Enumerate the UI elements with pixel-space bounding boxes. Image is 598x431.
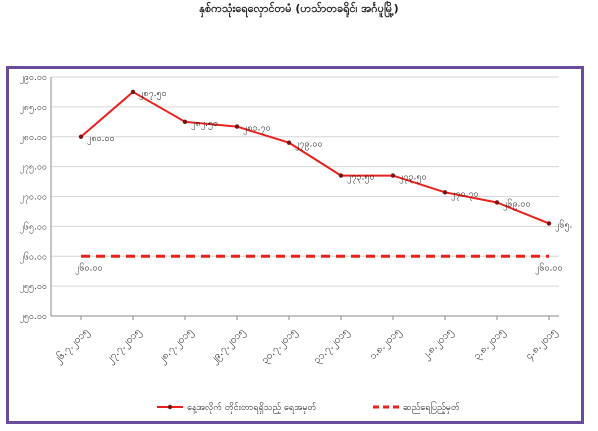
water-level-line [80, 90, 550, 225]
data-point [234, 124, 240, 129]
chart-frame: ၂၅၀.၀၀ ၂၅၅.၀၀ ၂၆၀.၀၀ ၂၆၅.၀၀ ၂၇၀.၀၀ ၂၇၅.၀၀ ၂၈၀.… [6, 66, 584, 424]
series [78, 89, 552, 258]
data-label: ၂၇၉.၀၀ [295, 140, 323, 151]
data-label: ၂၈၇.၅၀ [139, 89, 167, 100]
y-tick-labels: ၂၅၀.၀၀ ၂၅၅.၀၀ ၂၆၀.၀၀ ၂၆၅.၀၀ ၂၇၀.၀၀ ၂၇၅.၀၀ ၂၈၀.… [19, 73, 47, 323]
data-label: ၂၈၂.၅၀ [191, 119, 218, 130]
legend-marker [167, 404, 173, 410]
axes [50, 77, 559, 320]
x-tick-label: ၄.၈.၂၀၁၅ [523, 326, 560, 363]
x-tick-label: ၃၁.၇.၂၀၁၅ [312, 326, 353, 367]
x-tick-label: ၂၈.၇.၂၀၁၅ [156, 326, 197, 367]
x-tick-label: ၂၉.၇.၂၀၁၅ [208, 326, 249, 367]
data-label: ၂၇၃.၅၀ [399, 173, 427, 184]
y-tick-label: ၂၆၅.၀၀ [19, 221, 47, 233]
line-chart: ၂၅၀.၀၀ ၂၅၅.၀၀ ၂၆၀.၀၀ ၂၆၅.၀၀ ၂၇၀.၀၀ ၂၇၅.၀၀ ၂၈၀.… [19, 73, 572, 414]
data-label: ၂၇၃.၅၀ [347, 173, 375, 184]
y-tick-label: ၂၇၅.၀၀ [19, 163, 47, 174]
data-label: ၂၆၀.၀၀ [535, 262, 563, 274]
data-label: ၂၆၉.၀၀ [503, 198, 531, 210]
data-label: ၂၇၀.၇၀ [451, 189, 479, 200]
x-tick-label: ၃၀.၇.၂၀၁၅ [260, 326, 301, 367]
data-point [494, 200, 500, 205]
x-tick-labels: ၂၆.၇.၂၀၁၅ ၂၇.၇.၂၀၁၅ ၂၈.၇.၂၀၁၅ ၂၉.၇.၂၀၁၅ ၃၀.၇… [51, 325, 561, 367]
data-point [442, 190, 448, 195]
data-label: ၂၆၀.၀၀ [75, 262, 103, 274]
y-tick-label: ၂၅၀.၀၀ [19, 312, 47, 323]
data-point [130, 89, 136, 95]
grid-lines [51, 76, 559, 317]
x-tick-label: ၂၆.၇.၂၀၁၅ [51, 325, 93, 367]
data-point [286, 140, 292, 145]
x-tick-label: ၂၇.၇.၂၀၁၅ [104, 326, 145, 367]
legend-entry: နေ့အလိုက် တိုင်းတာရရှိသည့် ရေအမှတ် [187, 402, 317, 414]
y-tick-label: ၂၇၀.၀၀ [19, 193, 47, 204]
x-tick-label: ၂.၈.၂၀၁၅ [420, 326, 457, 363]
data-point [182, 119, 188, 125]
y-tick-label: ၂၆၀.၀၀ [19, 251, 47, 263]
x-tick-label: ၃.၈.၂၀၁၅ [471, 326, 508, 363]
x-tick-label: ၁.၈.၂၀၁၅ [367, 326, 404, 363]
legend: နေ့အလိုက် တိုင်းတာရရှိသည့် ရေအမှတ် ဆည်ရေပ… [157, 401, 460, 414]
data-point [390, 173, 396, 178]
data-label: ၂၈၀.၀၀ [87, 134, 115, 145]
y-tick-label: ၂၈၅.၀၀ [19, 103, 47, 114]
data-point [338, 173, 344, 178]
y-tick-label: ၂၅၅.၀၀ [19, 282, 47, 293]
data-point [546, 221, 552, 226]
y-tick-label: ၂၉၀.၀၀ [19, 73, 47, 84]
legend-entry: ဆည်ရေပြည့်မှတ် [403, 401, 460, 414]
data-label: ၂၈၁.၇၀ [243, 124, 271, 135]
y-tick-label: ၂၈၀.၀၀ [19, 133, 47, 144]
data-label: ၂၆၅. [555, 219, 572, 231]
data-point [78, 134, 84, 139]
chart-title: နှစ်ကသုံးရေလှောင်တမံ (ဟသ်ာတခရိုင်၊ အင်္ဂ… [199, 2, 399, 15]
